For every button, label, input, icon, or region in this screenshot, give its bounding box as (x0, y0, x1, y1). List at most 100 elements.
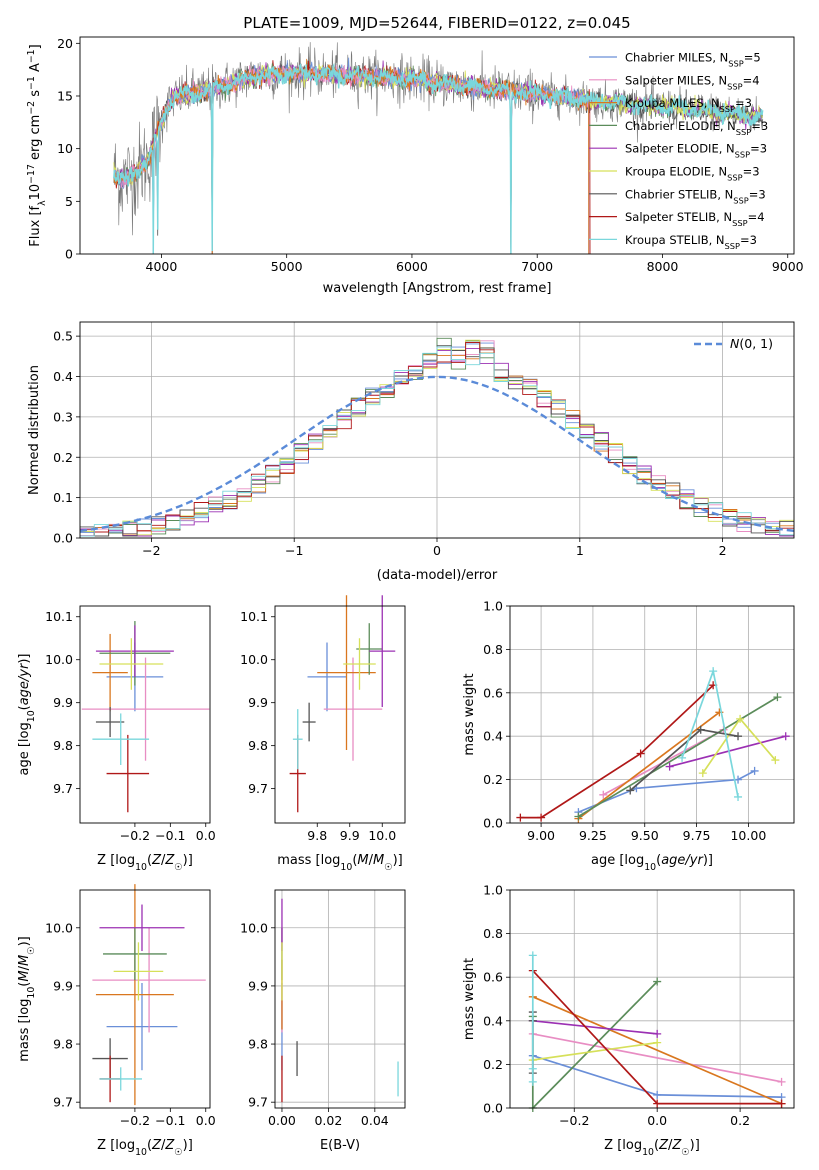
axes-frame (79, 605, 211, 824)
y-tick-label: 0.1 (53, 490, 73, 505)
x-axis-label: (data-model)/error (377, 568, 498, 583)
y-tick-label: 9.7 (53, 1095, 73, 1110)
weight-vs-Z-panel: −0.2 0.0 0.2 0.0 0.2 0.4 0.6 0.8 1.0 Z [log10(Z/Z… (462, 883, 795, 1158)
x-axis-label: Z [log10(Z/Z☉)] (604, 1138, 700, 1158)
x-tick-label: 8000 (647, 259, 679, 274)
legend-label: Kroupa ELODIE, NSSP=3 (625, 165, 760, 183)
y-tick-label: 0.0 (483, 816, 503, 831)
weight-marker (750, 766, 759, 775)
weight-marker (678, 753, 687, 762)
mass-vs-EBV-panel: 0.00 0.02 0.04 9.7 9.8 9.9 10.0 E(B-V) (240, 889, 406, 1153)
y-tick-label: 10.1 (45, 609, 73, 624)
errorbar-point (95, 706, 125, 738)
x-tick-label: 4000 (146, 259, 178, 274)
x-tick-label: 9.50 (631, 828, 659, 843)
weight-marker (781, 732, 790, 741)
y-tick-label: 0.8 (483, 926, 503, 941)
x-tick-label: 1 (576, 543, 584, 558)
axes-frame (79, 36, 795, 255)
y-tick-label: 0.3 (53, 409, 73, 424)
weight-marker (777, 1077, 786, 1086)
x-tick-label: 9.25 (579, 828, 607, 843)
gaussian-curve (79, 375, 795, 533)
errorbar-point (99, 1067, 142, 1091)
y-tick-label: 9.8 (248, 1037, 268, 1052)
x-tick-label: 5000 (271, 259, 303, 274)
legend-label: Kroupa STELIB, NSSP=3 (625, 233, 757, 251)
weight-marker (653, 1090, 662, 1099)
y-tick-label: 0.2 (483, 772, 503, 787)
weight-marker (653, 1038, 662, 1047)
weight-marker (734, 732, 743, 741)
y-axis-label: mass weight (462, 673, 477, 755)
errorbar-point (99, 904, 185, 952)
x-tick-label: 9.9 (340, 828, 360, 843)
y-tick-label: 0.4 (53, 369, 73, 384)
x-tick-label: −1 (285, 543, 303, 558)
weight-marker (665, 762, 674, 771)
weight-marker (653, 1099, 662, 1108)
y-tick-label: 9.8 (53, 1037, 73, 1052)
x-tick-label: 6000 (396, 259, 428, 274)
axes-frame (509, 605, 795, 824)
y-tick-label: 9.7 (53, 781, 73, 796)
x-tick-label: 0.00 (268, 1113, 296, 1128)
weight-marker (528, 1077, 537, 1086)
axes-frame (274, 605, 406, 824)
y-tick-label: 10.0 (45, 920, 73, 935)
errorbar-point (356, 623, 383, 675)
errorbar-point (95, 884, 174, 1106)
y-tick-label: 0.0 (53, 531, 73, 546)
weight-marker (734, 792, 743, 801)
y-tick-label: 10.1 (240, 609, 268, 624)
legend-label: Salpeter ELODIE, NSSP=3 (625, 142, 767, 160)
model-spectrum (113, 62, 764, 254)
errorbar-point (343, 638, 376, 690)
weight-marker (574, 812, 583, 821)
legend-label: Chabrier MILES, NSSP=5 (625, 51, 761, 69)
weight-marker (696, 725, 705, 734)
weight-marker (653, 977, 662, 986)
y-tick-label: 0.4 (483, 729, 503, 744)
y-axis-label: Flux [fλ10−17 erg cm−2 s−1 A−1] (26, 44, 48, 246)
errorbar-point (106, 983, 178, 1071)
errorbar-point (106, 734, 150, 813)
x-tick-label: 0.0 (196, 828, 216, 843)
x-tick-label: 9.8 (307, 828, 327, 843)
x-tick-label: 0.0 (196, 1113, 216, 1128)
x-tick-label: 9.00 (527, 828, 555, 843)
errorbar-point (99, 638, 164, 690)
y-tick-label: 1.0 (483, 883, 503, 898)
spectrum-title: PLATE=1009, MJD=52644, FIBERID=0122, z=0… (243, 14, 630, 32)
y-tick-label: 10 (57, 141, 73, 156)
errorbar-point (302, 702, 316, 742)
x-tick-label: 2 (719, 543, 727, 558)
weight-marker (528, 951, 537, 960)
y-tick-label: 5 (65, 194, 73, 209)
y-tick-label: 0.8 (483, 642, 503, 657)
y-tick-label: 10.0 (45, 652, 73, 667)
weight-marker (537, 813, 546, 822)
x-tick-label: −0.1 (155, 828, 185, 843)
axes-frame (79, 889, 211, 1109)
x-tick-label: 0.0 (647, 1113, 667, 1128)
y-tick-label: 9.9 (248, 978, 268, 993)
errorbar-point (317, 595, 376, 750)
weight-marker (736, 714, 745, 723)
legend-label: N(0, 1) (730, 336, 773, 351)
y-tick-label: 9.9 (53, 978, 73, 993)
y-axis-label: Normed distribution (27, 365, 42, 495)
x-axis-label: Z [log10(Z/Z☉)] (97, 1138, 193, 1158)
x-tick-label: −0.2 (120, 828, 150, 843)
y-tick-label: 0.6 (483, 685, 503, 700)
y-tick-label: 0.2 (483, 1057, 503, 1072)
x-tick-label: 7000 (521, 259, 553, 274)
y-tick-label: 10.0 (240, 652, 268, 667)
legend-label: Salpeter MILES, NSSP=4 (625, 73, 760, 91)
weight-marker (516, 813, 525, 822)
y-tick-label: 1.0 (483, 599, 503, 614)
errorbar-point (92, 633, 128, 712)
errorbar-point (113, 942, 164, 1001)
errorbar-point (369, 595, 396, 707)
weight-marker (653, 1029, 662, 1038)
